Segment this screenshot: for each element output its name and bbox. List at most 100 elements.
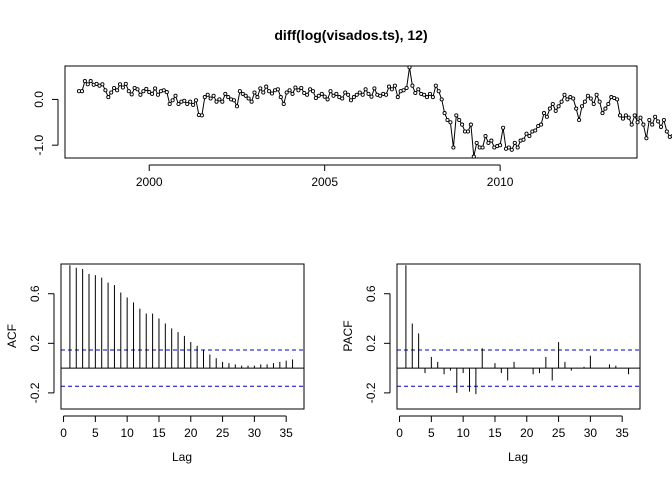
data-point (553, 108, 558, 113)
data-point (138, 92, 143, 97)
data-point (325, 97, 330, 102)
data-point (594, 92, 599, 97)
data-point (653, 114, 658, 119)
data-point (579, 104, 585, 109)
data-point (281, 101, 286, 107)
x-tick-label: 0 (60, 426, 67, 440)
data-point (401, 88, 406, 93)
y-axis-label: PACF (341, 320, 355, 351)
data-point (290, 91, 295, 96)
data-point (433, 83, 438, 88)
data-point (147, 90, 152, 95)
data-point (384, 92, 389, 97)
data-point (249, 99, 254, 104)
data-point (258, 86, 263, 91)
acf-bars (61, 265, 304, 387)
y-tick-label: 0.6 (364, 285, 378, 302)
x-tick-label: 0 (396, 426, 403, 440)
data-point (442, 111, 447, 116)
data-point (123, 81, 128, 86)
data-point (509, 147, 514, 152)
data-point (167, 101, 172, 107)
data-point (316, 93, 321, 98)
data-point (331, 93, 336, 98)
data-point (448, 120, 453, 125)
data-point (161, 88, 166, 93)
data-point (541, 111, 547, 116)
data-point (255, 95, 260, 100)
data-point (278, 95, 283, 100)
data-point (150, 91, 155, 96)
data-point (465, 129, 471, 134)
data-point (395, 95, 400, 100)
data-point (480, 145, 485, 150)
data-point (85, 82, 90, 87)
data-point (562, 92, 567, 97)
y-tick-label: -0.2 (364, 382, 378, 403)
pacf-bars (397, 265, 640, 395)
data-point (208, 96, 213, 101)
data-point (275, 87, 280, 92)
data-point (173, 93, 178, 98)
data-point (103, 88, 108, 93)
x-tick-label: 35 (616, 426, 630, 440)
data-point (498, 143, 503, 148)
data-point (606, 101, 611, 107)
data-point (559, 99, 564, 104)
data-point (237, 89, 242, 94)
y-tick-label: 0.0 (32, 91, 46, 108)
data-point (141, 89, 146, 94)
data-point (635, 120, 640, 125)
data-point (176, 101, 181, 107)
data-point (650, 122, 655, 127)
data-point (205, 92, 210, 97)
data-point (501, 125, 506, 130)
plot-frame (64, 65, 638, 159)
x-tick-label: 5 (92, 426, 99, 440)
data-point (287, 88, 292, 93)
x-axis-label: Lag (172, 450, 192, 464)
data-point (439, 97, 444, 102)
chart-title: diff(log(visados.ts), 12) (274, 27, 427, 43)
data-point (550, 101, 555, 107)
data-point (574, 106, 579, 111)
data-point (644, 136, 649, 141)
data-point (471, 154, 476, 159)
data-point (658, 124, 664, 129)
data-point (293, 85, 298, 90)
data-point (334, 91, 339, 96)
data-point (346, 92, 351, 97)
data-point (427, 91, 433, 96)
data-point (512, 140, 517, 145)
data-point (483, 133, 488, 139)
data-point (389, 87, 394, 92)
data-point (629, 122, 634, 127)
y-tick-label: -0.2 (28, 382, 42, 403)
axes: 2000 2005 2010 -1.0 0.0 (32, 91, 514, 189)
data-point (223, 91, 228, 96)
data-point (582, 99, 587, 104)
data-point (556, 104, 561, 109)
x-tick-label: 20 (184, 426, 198, 440)
data-point (296, 88, 301, 93)
x-tick-label: 15 (152, 426, 166, 440)
x-tick-label: 30 (248, 426, 262, 440)
series-line (76, 65, 672, 159)
x-tick-label: 10 (456, 426, 470, 440)
data-point (524, 131, 529, 136)
data-point (354, 92, 359, 97)
data-point (269, 91, 275, 96)
data-point (424, 95, 430, 100)
data-point (544, 114, 549, 119)
plot-frame (396, 263, 641, 410)
pacf-panel: 0 5 10 15 20 25 30 35 -0.2 0.2 0.6 Lag PACF (341, 263, 641, 464)
data-point (436, 89, 441, 94)
data-point (94, 81, 99, 86)
data-point (319, 91, 324, 96)
data-point (378, 93, 383, 98)
data-point (468, 122, 473, 127)
data-point (386, 84, 392, 89)
data-point (565, 97, 570, 102)
data-point (88, 79, 93, 84)
